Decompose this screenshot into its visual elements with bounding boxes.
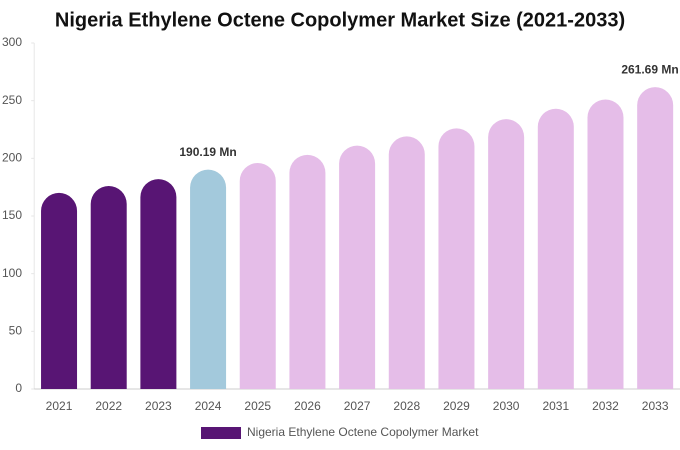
bar (90, 186, 127, 389)
bar (339, 145, 376, 389)
bar (289, 154, 326, 389)
legend-label: Nigeria Ethylene Octene Copolymer Market (247, 425, 479, 439)
bar (190, 169, 227, 389)
legend-swatch (201, 427, 241, 439)
x-tick-label: 2026 (294, 399, 321, 413)
y-tick-label: 50 (9, 324, 23, 338)
x-tick-label: 2025 (244, 399, 271, 413)
chart-title: Nigeria Ethylene Octene Copolymer Market… (55, 9, 625, 31)
y-tick-label: 100 (2, 266, 22, 280)
y-tick-label: 300 (2, 35, 22, 49)
bar (140, 179, 177, 389)
value-label: 190.19 Mn (179, 145, 236, 159)
x-tick-label: 2029 (443, 399, 470, 413)
value-label: 261.69 Mn (621, 62, 678, 76)
x-tick-label: 2030 (493, 399, 520, 413)
x-tick-label: 2024 (195, 399, 222, 413)
bar (488, 119, 525, 389)
y-tick-label: 250 (2, 93, 22, 107)
y-tick-label: 150 (2, 208, 22, 222)
x-tick-label: 2031 (542, 399, 569, 413)
x-tick-label: 2027 (344, 399, 371, 413)
bar (388, 136, 425, 389)
y-tick-label: 200 (2, 151, 22, 165)
x-tick-label: 2033 (642, 399, 669, 413)
bar (587, 99, 624, 389)
bar (438, 128, 475, 389)
bar (637, 87, 674, 389)
bar (239, 162, 276, 389)
y-tick-label: 0 (15, 381, 22, 395)
x-tick-label: 2022 (95, 399, 122, 413)
x-tick-label: 2023 (145, 399, 172, 413)
x-tick-label: 2021 (46, 399, 73, 413)
x-tick-label: 2028 (393, 399, 420, 413)
bar (41, 192, 78, 389)
x-tick-label: 2032 (592, 399, 619, 413)
bar (537, 108, 574, 390)
